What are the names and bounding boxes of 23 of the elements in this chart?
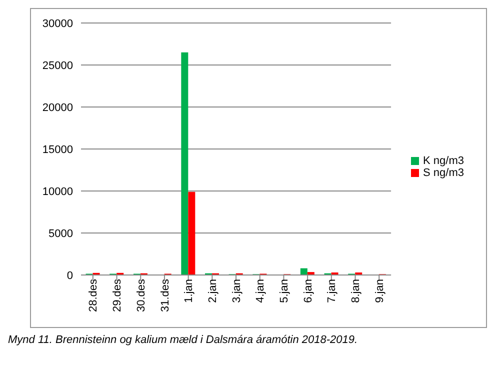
x-tick-label: 3.jan (230, 279, 243, 303)
x-tick-label: 1.jan (183, 279, 196, 303)
x-tick-label: 30.des (135, 278, 148, 312)
y-tick-label: 10000 (42, 186, 73, 198)
x-tick-label: 2.jan (206, 279, 219, 303)
x-tick-label: 4.jan (254, 279, 267, 303)
x-tick-label: 8.jan (350, 279, 362, 303)
y-tick-label: 20000 (42, 102, 73, 114)
x-tick-label: 28.des (88, 278, 100, 312)
x-tick-label: 6.jan (302, 279, 314, 303)
x-tick-label: 9.jan (374, 279, 386, 303)
y-tick-label: 15000 (42, 144, 73, 156)
x-tick-label: 7.jan (326, 279, 338, 303)
text: Mynd 11. Brennisteinn og kalium mæld i Dalsmára áramótin 2018-2019. (8, 334, 359, 346)
x-tick-label: 29.des (112, 278, 124, 312)
x-tick-label: 5.jan (278, 279, 291, 303)
x-tick-label: 31.des (159, 278, 172, 312)
legend-label: K ng/m3 (423, 155, 464, 167)
y-tick-label: 25000 (42, 60, 73, 72)
y-tick-label: 0 (66, 270, 73, 282)
y-tick-label: 5000 (48, 228, 73, 240)
y-tick-label: 30000 (42, 18, 73, 30)
legend-label: S ng/m3 (423, 167, 464, 179)
